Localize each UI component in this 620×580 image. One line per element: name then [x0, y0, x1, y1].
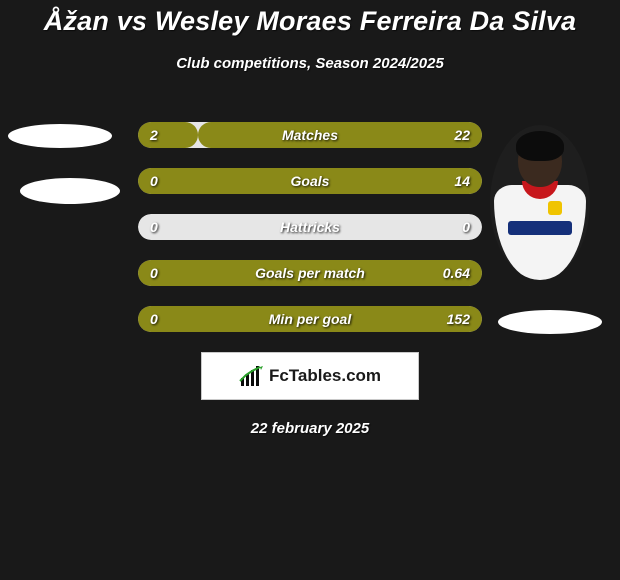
stat-row: 014Goals	[138, 168, 482, 194]
stat-row: 00Hattricks	[138, 214, 482, 240]
jersey-sponsor	[508, 221, 572, 235]
stat-bar-right-fill	[138, 260, 482, 286]
left-blob-1	[8, 124, 112, 148]
generated-date: 22 february 2025	[0, 420, 620, 437]
left-blob-2	[20, 178, 120, 204]
player-hair	[516, 131, 564, 161]
stat-bar-base	[138, 214, 482, 240]
stat-bar-right-fill	[198, 122, 482, 148]
jersey-badge	[548, 201, 562, 215]
brand-chart-icon	[239, 366, 263, 386]
brand-box[interactable]: FcTables.com	[201, 352, 419, 400]
stat-bar-right-fill	[138, 168, 482, 194]
stat-row: 0152Min per goal	[138, 306, 482, 332]
stat-bar-left-fill	[138, 122, 198, 148]
player-right-portrait	[490, 125, 590, 280]
right-blob	[498, 310, 602, 334]
page-subtitle: Club competitions, Season 2024/2025	[0, 55, 620, 72]
stat-row: 00.64Goals per match	[138, 260, 482, 286]
page-title: Åžan vs Wesley Moraes Ferreira Da Silva	[0, 0, 620, 37]
stat-row: 222Matches	[138, 122, 482, 148]
stat-bar-right-fill	[138, 306, 482, 332]
brand-text: FcTables.com	[269, 366, 381, 386]
comparison-card: Åžan vs Wesley Moraes Ferreira Da Silva …	[0, 0, 620, 437]
